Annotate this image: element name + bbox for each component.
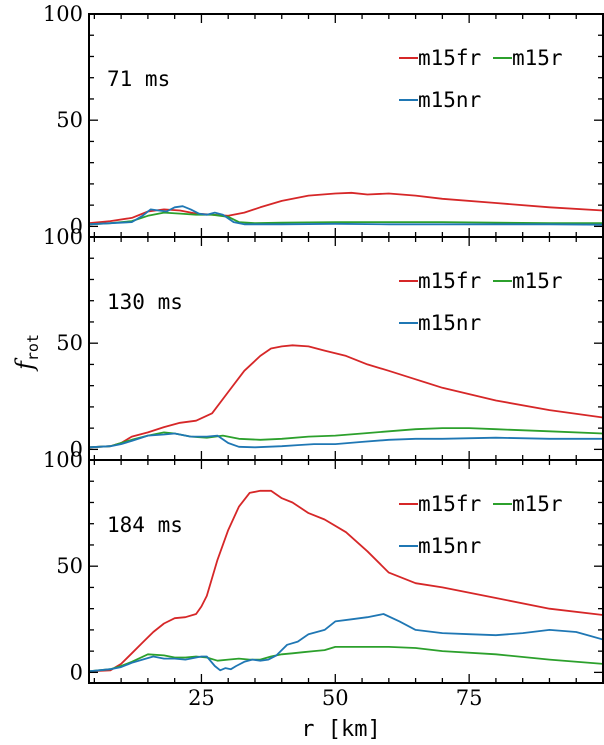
y-tick-label: 50 [56,331,83,355]
series-line-m15nr [89,613,603,673]
panel-annotation: 71 ms [107,67,170,91]
legend-label-m15fr: m15fr [418,269,481,293]
panel-1: 0 50 100 71 ms m15fr m15r m15nr [43,2,604,238]
panel-3: 25 50 75 0 50 100 184 ms m15fr m15r m15nr [43,448,604,710]
panel-2: 0 50 100 130 ms m15fr m15r m15nr [43,225,604,461]
x-axis-label-text: r [km] [301,717,380,742]
series-line-m15nr [89,432,603,449]
legend: m15fr m15r m15nr [399,46,563,112]
x-tick-label: 75 [456,686,483,710]
y-axis-label: frot [11,334,42,372]
panels: 0 50 100 71 ms m15fr m15r m15nr 0 50 100 130 ms m15… [43,2,604,710]
legend-label-m15r: m15r [512,492,563,516]
y-tick-label: 0 [70,214,83,238]
y-tick-label: 100 [43,225,83,249]
panel-annotation: 184 ms [107,513,183,537]
series-group [89,191,603,226]
legend-label-m15r: m15r [512,269,563,293]
y-tick-label: 50 [56,108,83,132]
legend-label-m15nr: m15nr [418,534,481,558]
series-line-m15nr [89,205,603,226]
x-axis-label: r [km] [301,717,380,742]
legend-label-m15r: m15r [512,46,563,70]
legend: m15fr m15r m15nr [399,492,563,558]
legend-label-m15nr: m15nr [418,311,481,335]
series-group [89,489,603,673]
series-line-m15fr [89,191,603,225]
y-tick-label: 50 [56,554,83,578]
legend: m15fr m15r m15nr [399,269,563,335]
y-tick-label: 0 [70,437,83,461]
panel-annotation: 130 ms [107,290,183,314]
axes-frame [88,459,604,684]
y-tick-label: 0 [70,660,83,684]
legend-label-m15nr: m15nr [418,88,481,112]
x-tick-label: 50 [322,686,349,710]
series-line-m15fr [89,489,603,673]
y-tick-label: 100 [43,448,83,472]
series-line-m15r [89,211,603,226]
x-tick-label: 25 [188,686,215,710]
y-tick-label: 100 [43,2,83,26]
series-group [89,344,603,449]
series-line-m15fr [89,344,603,449]
legend-label-m15fr: m15fr [418,492,481,516]
series-line-m15r [89,646,603,673]
y-axis-label-sub: rot [24,334,42,361]
legend-label-m15fr: m15fr [418,46,481,70]
